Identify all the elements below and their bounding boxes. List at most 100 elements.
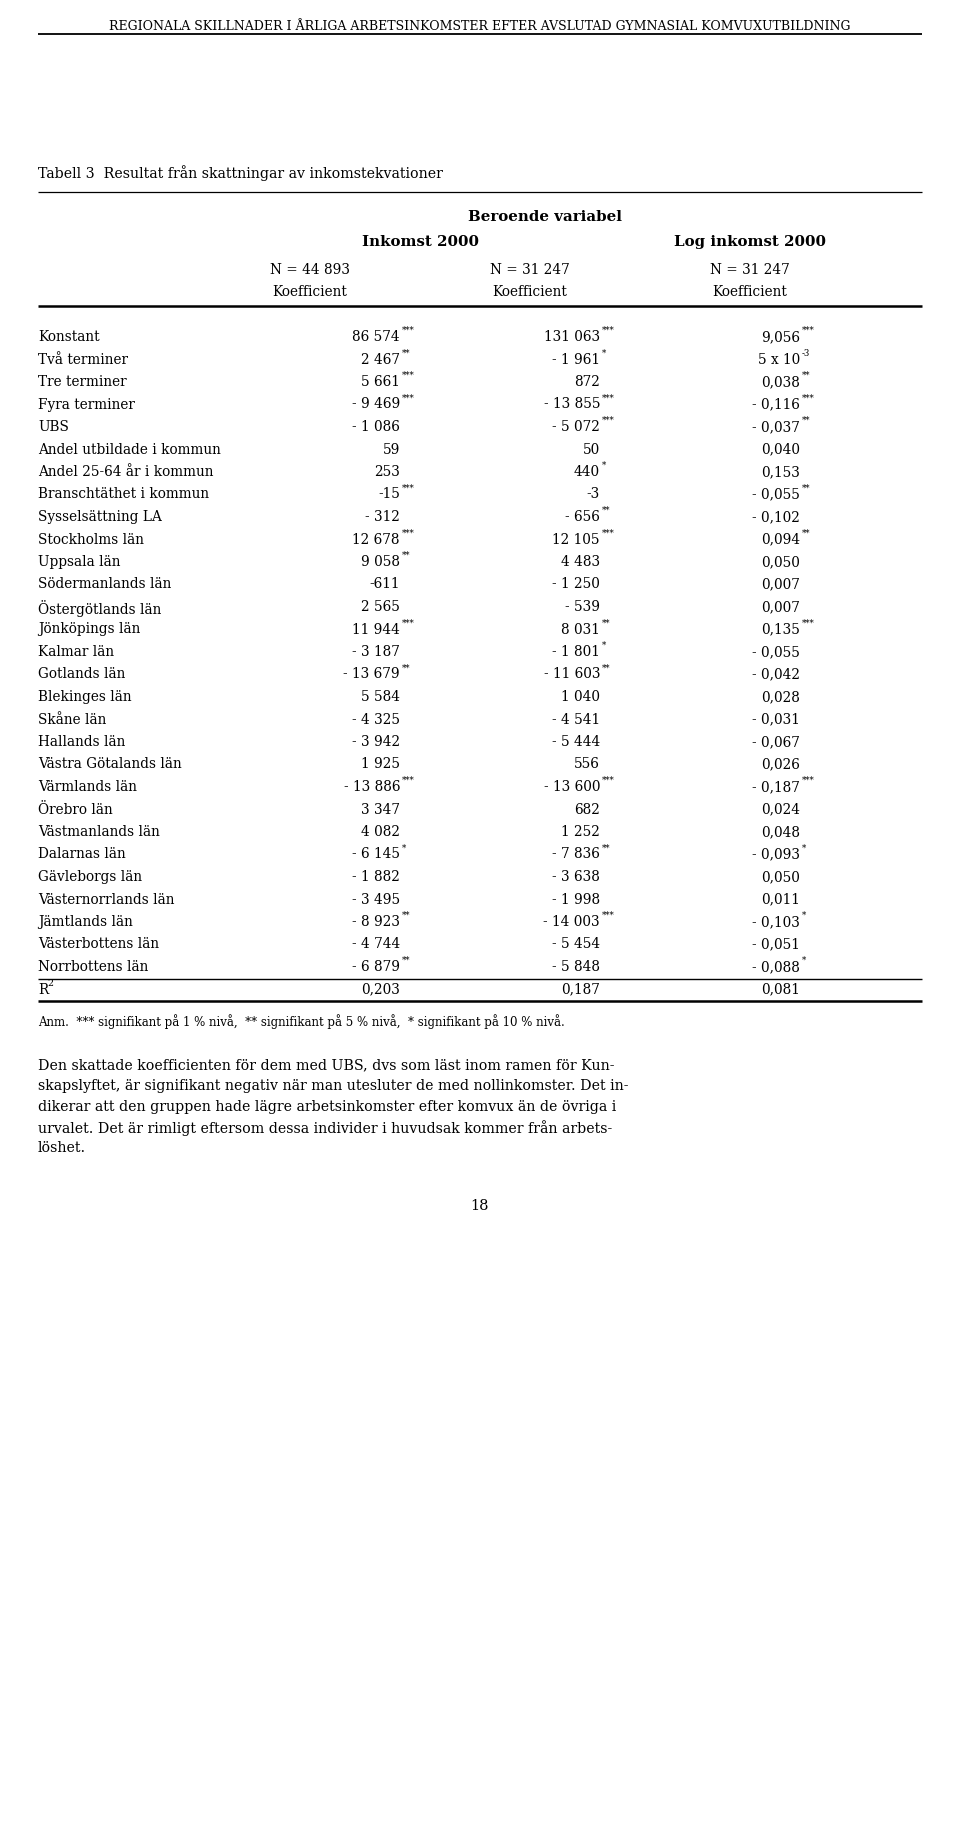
Text: 0,081: 0,081 <box>761 983 800 996</box>
Text: - 1 086: - 1 086 <box>352 420 400 435</box>
Text: - 7 836: - 7 836 <box>552 847 600 862</box>
Text: ***: *** <box>402 528 415 537</box>
Text: 0,094: 0,094 <box>761 532 800 547</box>
Text: ***: *** <box>602 776 614 785</box>
Text: 4 483: 4 483 <box>561 556 600 569</box>
Text: ***: *** <box>402 370 415 380</box>
Text: 1 925: 1 925 <box>361 757 400 772</box>
Text: 9 058: 9 058 <box>361 556 400 569</box>
Text: Jönköpings län: Jönköpings län <box>38 622 140 636</box>
Text: Konstant: Konstant <box>38 330 100 345</box>
Text: - 3 942: - 3 942 <box>352 735 400 748</box>
Text: Västernorrlands län: Västernorrlands län <box>38 893 175 906</box>
Text: Uppsala län: Uppsala län <box>38 556 121 569</box>
Text: 872: 872 <box>574 374 600 389</box>
Text: 0,050: 0,050 <box>761 869 800 884</box>
Text: 2 565: 2 565 <box>361 600 400 614</box>
Text: - 5 454: - 5 454 <box>552 937 600 952</box>
Text: - 4 744: - 4 744 <box>351 937 400 952</box>
Text: Värmlands län: Värmlands län <box>38 779 137 794</box>
Text: 0,187: 0,187 <box>562 983 600 996</box>
Text: - 0,055: - 0,055 <box>752 488 800 501</box>
Text: Tabell 3  Resultat från skattningar av inkomstekvationer: Tabell 3 Resultat från skattningar av in… <box>38 165 443 182</box>
Text: Fyra terminer: Fyra terminer <box>38 398 134 411</box>
Text: Beroende variabel: Beroende variabel <box>468 211 622 224</box>
Text: 18: 18 <box>470 1199 490 1212</box>
Text: Blekinges län: Blekinges län <box>38 690 132 704</box>
Text: Dalarnas län: Dalarnas län <box>38 847 126 862</box>
Text: Skåne län: Skåne län <box>38 712 107 726</box>
Text: 0,028: 0,028 <box>761 690 800 704</box>
Text: 682: 682 <box>574 803 600 816</box>
Text: N = 31 247: N = 31 247 <box>491 262 570 277</box>
Text: ***: *** <box>402 394 415 402</box>
Text: Inkomst 2000: Inkomst 2000 <box>362 235 478 249</box>
Text: Andel utbildade i kommun: Andel utbildade i kommun <box>38 442 221 457</box>
Text: - 3 187: - 3 187 <box>352 646 400 658</box>
Text: - 13 679: - 13 679 <box>344 668 400 682</box>
Text: Västerbottens län: Västerbottens län <box>38 937 159 952</box>
Text: Två terminer: Två terminer <box>38 352 128 367</box>
Text: - 4 541: - 4 541 <box>552 712 600 726</box>
Text: ***: *** <box>802 394 815 402</box>
Text: ***: *** <box>602 911 614 921</box>
Text: **: ** <box>602 844 611 853</box>
Text: - 0,037: - 0,037 <box>752 420 800 435</box>
Text: -3: -3 <box>587 488 600 501</box>
Text: **: ** <box>402 664 411 673</box>
Text: REGIONALA SKILLNADER I ÅRLIGA ARBETSINKOMSTER EFTER AVSLUTAD GYMNASIAL KOMVUXUTB: REGIONALA SKILLNADER I ÅRLIGA ARBETSINKO… <box>109 20 851 33</box>
Text: **: ** <box>402 550 411 559</box>
Text: *: * <box>602 348 607 358</box>
Text: ***: *** <box>602 528 614 537</box>
Text: ***: *** <box>802 618 815 627</box>
Text: 556: 556 <box>574 757 600 772</box>
Text: Jämtlands län: Jämtlands län <box>38 915 132 930</box>
Text: ***: *** <box>402 618 415 627</box>
Text: - 0,055: - 0,055 <box>752 646 800 658</box>
Text: urvalet. Det är rimligt eftersom dessa individer i huvudsak kommer från arbets-: urvalet. Det är rimligt eftersom dessa i… <box>38 1121 612 1135</box>
Text: 50: 50 <box>583 442 600 457</box>
Text: **: ** <box>602 618 611 627</box>
Text: - 5 072: - 5 072 <box>552 420 600 435</box>
Text: Log inkomst 2000: Log inkomst 2000 <box>674 235 826 249</box>
Text: - 3 638: - 3 638 <box>552 869 600 884</box>
Text: - 6 145: - 6 145 <box>352 847 400 862</box>
Text: Västmanlands län: Västmanlands län <box>38 825 160 838</box>
Text: - 0,103: - 0,103 <box>752 915 800 930</box>
Text: 5 661: 5 661 <box>361 374 400 389</box>
Text: Västra Götalands län: Västra Götalands län <box>38 757 181 772</box>
Text: - 11 603: - 11 603 <box>543 668 600 682</box>
Text: Koefficient: Koefficient <box>712 284 787 299</box>
Text: - 0,088: - 0,088 <box>752 959 800 974</box>
Text: **: ** <box>802 528 810 537</box>
Text: Koefficient: Koefficient <box>273 284 348 299</box>
Text: N = 31 247: N = 31 247 <box>710 262 790 277</box>
Text: - 4 325: - 4 325 <box>352 712 400 726</box>
Text: 0,040: 0,040 <box>761 442 800 457</box>
Text: Sysselsättning LA: Sysselsättning LA <box>38 510 162 525</box>
Text: - 0,031: - 0,031 <box>752 712 800 726</box>
Text: - 3 495: - 3 495 <box>352 893 400 906</box>
Text: 0,007: 0,007 <box>761 600 800 614</box>
Text: 0,203: 0,203 <box>361 983 400 996</box>
Text: 0,153: 0,153 <box>761 466 800 479</box>
Text: **: ** <box>602 506 611 515</box>
Text: - 1 250: - 1 250 <box>552 578 600 592</box>
Text: **: ** <box>402 911 411 921</box>
Text: ***: *** <box>402 776 415 785</box>
Text: - 539: - 539 <box>565 600 600 614</box>
Text: - 13 886: - 13 886 <box>344 779 400 794</box>
Text: 9,056: 9,056 <box>761 330 800 345</box>
Text: **: ** <box>802 484 810 493</box>
Text: -3: -3 <box>802 348 810 358</box>
Text: - 1 882: - 1 882 <box>352 869 400 884</box>
Text: 0,024: 0,024 <box>761 803 800 816</box>
Text: -611: -611 <box>370 578 400 592</box>
Text: 2 467: 2 467 <box>361 352 400 367</box>
Text: Gotlands län: Gotlands län <box>38 668 126 682</box>
Text: - 312: - 312 <box>365 510 400 525</box>
Text: **: ** <box>402 956 411 965</box>
Text: N = 44 893: N = 44 893 <box>270 262 350 277</box>
Text: ***: *** <box>602 394 614 402</box>
Text: - 0,093: - 0,093 <box>752 847 800 862</box>
